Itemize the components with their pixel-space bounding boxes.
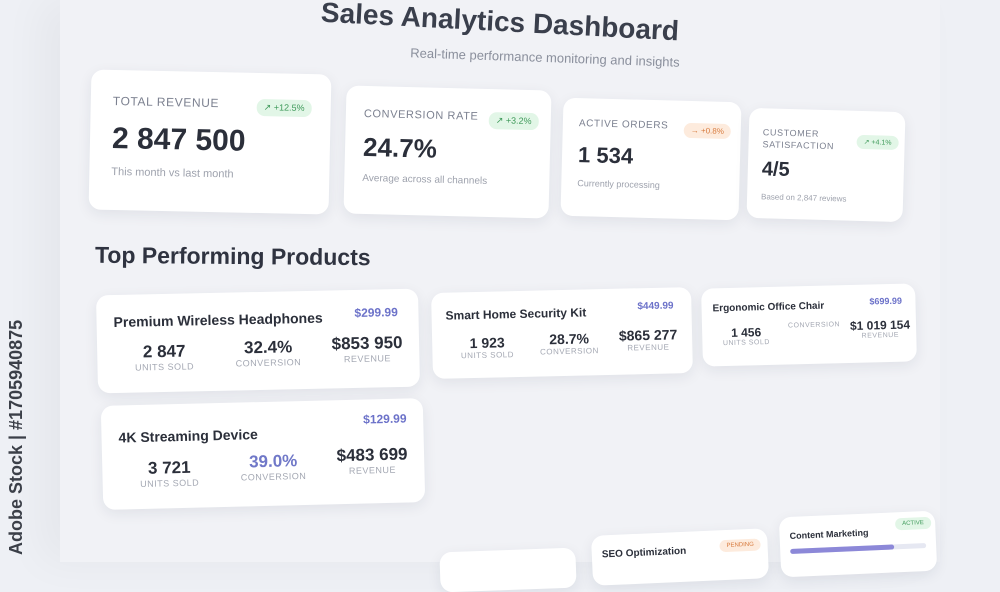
- conversion-label: CONVERSION: [235, 357, 302, 369]
- revenue-stat: $1 019 154 REVENUE: [848, 317, 912, 340]
- stock-watermark: Adobe Stock | #1705940875: [6, 319, 26, 555]
- trend-badge: ↗ +3.2%: [488, 112, 539, 131]
- product-card[interactable]: Smart Home Security Kit $449.99 1 923 UN…: [431, 287, 693, 379]
- product-name: Smart Home Security Kit: [445, 305, 587, 323]
- kpi-note: This month vs last month: [111, 165, 234, 181]
- kpi-label: TOTAL REVENUE: [112, 93, 220, 111]
- kpi-label: ACTIVE ORDERS: [578, 118, 669, 132]
- kpi-note: Currently processing: [577, 178, 660, 191]
- product-name: Premium Wireless Headphones: [113, 309, 323, 331]
- units-sold-stat: 3 721 UNITS SOLD: [124, 457, 215, 489]
- campaign-card[interactable]: SEO Optimization PENDING: [590, 528, 770, 586]
- units-sold-label: UNITS SOLD: [460, 350, 515, 361]
- kpi-card-active-orders[interactable]: ACTIVE ORDERS → +0.8% 1 534 Currently pr…: [560, 97, 742, 221]
- kpi-card-customer-satisfaction[interactable]: CUSTOMER SATISFACTION ↗ +4.1% 4/5 Based …: [746, 107, 906, 223]
- product-price: $449.99: [637, 300, 674, 313]
- conversion-stat: CONVERSION: [784, 321, 844, 329]
- product-price: $699.99: [869, 295, 903, 307]
- revenue-value: $1 019 154: [849, 317, 911, 333]
- kpi-card-total-revenue[interactable]: TOTAL REVENUE ↗ +12.5% 2 847 500 This mo…: [88, 69, 332, 215]
- conversion-label: CONVERSION: [787, 321, 841, 330]
- trend-badge: ↗ +4.1%: [856, 134, 899, 151]
- units-sold-label: UNITS SOLD: [722, 338, 771, 348]
- bottom-card-blank[interactable]: [439, 547, 577, 592]
- kpi-card-conversion-rate[interactable]: CONVERSION RATE ↗ +3.2% 24.7% Average ac…: [343, 85, 552, 219]
- units-sold-label: UNITS SOLD: [134, 361, 195, 373]
- revenue-stat: $853 950 REVENUE: [319, 333, 416, 365]
- product-card[interactable]: Premium Wireless Headphones $299.99 2 84…: [96, 288, 420, 394]
- kpi-value: 2 847 500: [111, 121, 246, 158]
- conversion-stat: 28.7% CONVERSION: [534, 330, 605, 357]
- status-badge: PENDING: [719, 538, 762, 553]
- kpi-label: CUSTOMER SATISFACTION: [762, 127, 835, 152]
- kpi-value: 1 534: [577, 142, 634, 169]
- kpi-note: Average across all channels: [362, 172, 488, 187]
- campaign-name: SEO Optimization: [601, 545, 687, 561]
- campaign-card[interactable]: Content Marketing ACTIVE: [778, 510, 938, 578]
- revenue-value: $483 699: [336, 444, 408, 466]
- status-badge: ACTIVE: [894, 516, 932, 531]
- conversion-stat: 39.0% CONVERSION: [228, 451, 319, 483]
- product-price: $299.99: [354, 305, 398, 320]
- revenue-value: $865 277: [618, 326, 678, 344]
- progress-bar-fill: [790, 544, 895, 554]
- product-name: Ergonomic Office Chair: [712, 300, 825, 315]
- trend-badge: ↗ +12.5%: [256, 98, 312, 118]
- units-sold-label: UNITS SOLD: [140, 477, 200, 490]
- conversion-label: CONVERSION: [240, 470, 307, 483]
- units-sold-value: 3 721: [147, 457, 191, 478]
- conversion-label: CONVERSION: [539, 346, 599, 357]
- section-title: Top Performing Products: [94, 241, 371, 271]
- kpi-value: 4/5: [761, 158, 790, 181]
- units-sold-value: 2 847: [142, 341, 186, 362]
- conversion-stat: 32.4% CONVERSION: [223, 337, 314, 369]
- product-card[interactable]: 4K Streaming Device $129.99 3 721 UNITS …: [100, 398, 426, 510]
- units-sold-value: 1 456: [730, 325, 762, 340]
- kpi-note: Based on 2,847 reviews: [760, 192, 847, 204]
- revenue-label: REVENUE: [627, 342, 670, 353]
- kpi-value: 24.7%: [362, 131, 438, 164]
- revenue-stat: $483 699 REVENUE: [324, 444, 421, 476]
- product-card[interactable]: Ergonomic Office Chair $699.99 1 456 UNI…: [701, 283, 917, 367]
- units-sold-stat: 2 847 UNITS SOLD: [119, 341, 210, 373]
- revenue-stat: $865 277 REVENUE: [610, 326, 687, 353]
- units-sold-stat: 1 456 UNITS SOLD: [716, 325, 776, 347]
- conversion-value: 28.7%: [549, 330, 590, 348]
- revenue-label: REVENUE: [343, 353, 391, 365]
- product-name: 4K Streaming Device: [118, 426, 259, 446]
- revenue-value: $853 950: [331, 332, 403, 354]
- conversion-value: 39.0%: [248, 451, 298, 472]
- product-price: $129.99: [363, 411, 407, 427]
- conversion-value: 32.4%: [243, 337, 293, 358]
- units-sold-value: 1 923: [469, 334, 505, 352]
- units-sold-stat: 1 923 UNITS SOLD: [452, 334, 523, 361]
- trend-badge: → +0.8%: [683, 122, 732, 140]
- campaign-name: Content Marketing: [789, 527, 869, 541]
- kpi-label: CONVERSION RATE: [363, 107, 479, 123]
